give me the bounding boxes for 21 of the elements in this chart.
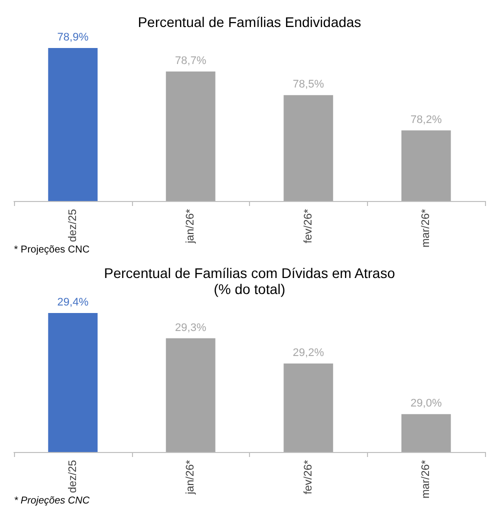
x-tick-label: fev/26* — [302, 208, 314, 244]
data-label: 29,0% — [410, 398, 442, 410]
data-label: 29,3% — [175, 322, 206, 334]
x-tick-label: mar/26* — [420, 459, 432, 499]
data-label: 78,2% — [410, 114, 442, 126]
data-label: 29,4% — [57, 296, 89, 308]
chart-subtitle: (% do total) — [214, 281, 286, 297]
x-tick-label: jan/26* — [184, 459, 197, 496]
data-label: 29,2% — [292, 347, 324, 360]
text: * Projeções CNC — [14, 496, 90, 506]
data-label: 78,7% — [175, 55, 206, 68]
data-label: 78,9% — [57, 32, 89, 44]
chart-title: Percentual de Famílias com Dívidas em Atraso — [104, 265, 396, 281]
x-tick-label: mar/26* — [420, 208, 432, 248]
x-tick-label: jan/26* — [184, 208, 197, 244]
x-tick-label: fev/26* — [302, 459, 314, 494]
data-label: 78,5% — [292, 78, 324, 91]
text: * Projeções CNC — [14, 244, 90, 256]
x-tick-label: dez/25 — [66, 209, 79, 242]
chart-title: Percentual de Famílias Endividadas — [138, 14, 362, 30]
x-tick-label: dez/25 — [66, 460, 79, 494]
